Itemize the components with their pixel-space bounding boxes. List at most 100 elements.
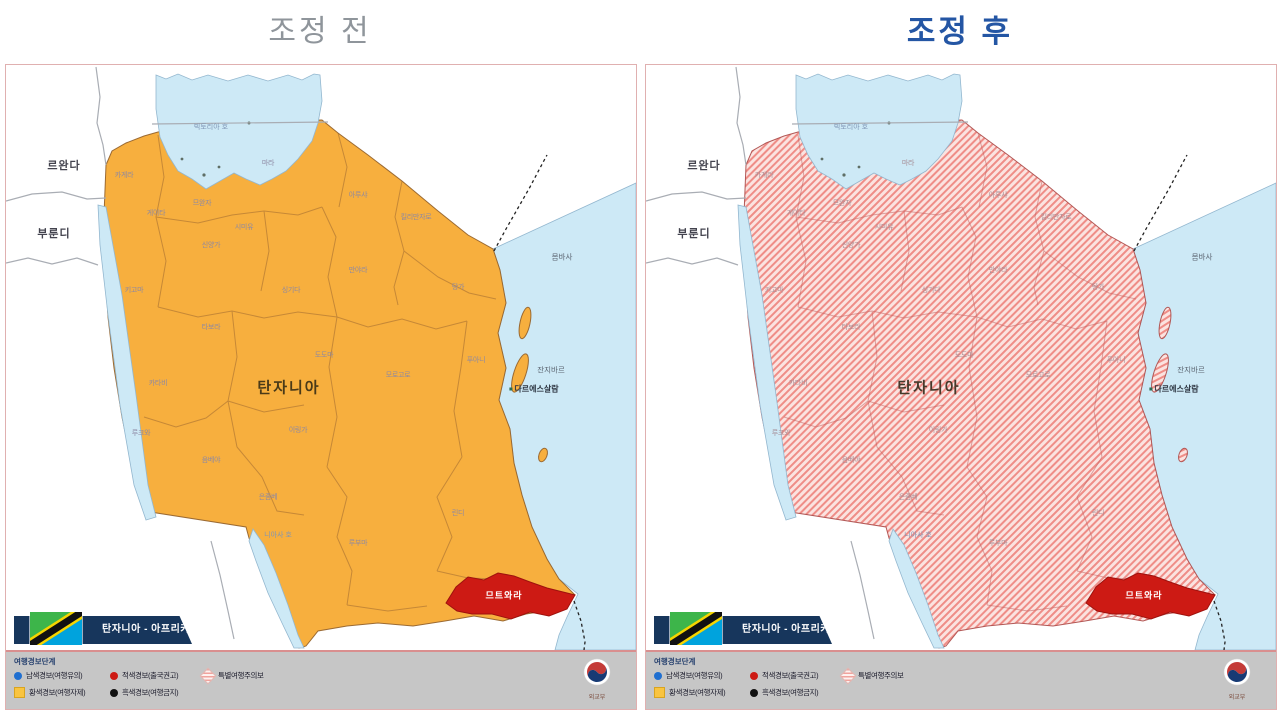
map-label: 은좀베 bbox=[258, 494, 278, 501]
map-label: 아루샤 bbox=[348, 192, 368, 199]
country-label: 탄자니아 bbox=[257, 379, 321, 397]
map-label: 시미유 bbox=[874, 224, 894, 231]
map-label: 몸바사 bbox=[1191, 252, 1213, 262]
map-label: 몸바사 bbox=[551, 252, 573, 262]
legend-item-red: 적색경보(출국권고) bbox=[110, 667, 179, 684]
map-label: 싱기다 bbox=[281, 287, 301, 294]
map-label: 린디 bbox=[1091, 510, 1105, 517]
dashed-border bbox=[1133, 154, 1226, 650]
legend-bar-after: 여행경보단계 남색경보(여행유의) 황색경보(여행자제) 적색경보(출국권고) bbox=[646, 650, 1276, 709]
map-label: 카타비 bbox=[148, 380, 168, 387]
mtwara-alert-region bbox=[1085, 572, 1216, 620]
map-label: 탕가 bbox=[451, 284, 465, 291]
map-label: 싱기다 bbox=[921, 287, 941, 294]
map-label: 마라 bbox=[901, 160, 915, 167]
titles-row: 조정 전 조정 후 bbox=[0, 0, 1280, 64]
map-label: 신양가 bbox=[841, 242, 861, 249]
country-label: 탄자니아 bbox=[897, 379, 961, 397]
map-label: 므완자 bbox=[192, 200, 212, 207]
map-label: 루부마 bbox=[348, 540, 368, 547]
lake-island bbox=[180, 157, 184, 161]
blue-alert-icon bbox=[14, 671, 22, 680]
map-label: 킬리만자로 bbox=[1040, 214, 1072, 221]
map-label: 게이타 bbox=[786, 210, 806, 217]
map-label: 빅토리아 호 bbox=[833, 124, 869, 131]
zanzibar-island bbox=[511, 353, 529, 393]
legend-header: 여행경보단계 bbox=[654, 657, 696, 666]
lake-victoria bbox=[795, 73, 963, 190]
lake-island bbox=[842, 173, 846, 177]
neighbor-borders bbox=[6, 66, 329, 640]
black-alert-icon bbox=[750, 688, 758, 697]
map-label: 다르에스살람 bbox=[509, 384, 559, 395]
title-after: 조정 후 bbox=[906, 14, 1014, 49]
map-label: 게이타 bbox=[146, 210, 166, 217]
city-marker-icon bbox=[1149, 387, 1153, 391]
map-label: 르완다 bbox=[47, 160, 81, 172]
banner-label: 탄자니아 - 아프리카 bbox=[742, 624, 830, 635]
map-label: 루크와 bbox=[771, 430, 791, 437]
agency-label: 외교부 bbox=[1228, 695, 1246, 701]
lake-victoria bbox=[155, 73, 323, 190]
map-label: 르완다 bbox=[687, 160, 721, 172]
map-label: 음베야 bbox=[841, 457, 861, 464]
red-alert-icon bbox=[110, 671, 118, 680]
map-label: 이링가 bbox=[288, 427, 308, 434]
lake-tanganyika bbox=[97, 204, 157, 521]
map-label: 빅토리아 호 bbox=[193, 124, 229, 131]
map-label: 므완자 bbox=[832, 200, 852, 207]
map-label: 타보라 bbox=[201, 324, 221, 331]
map-label: 만야라 bbox=[988, 267, 1008, 274]
mofa-emblem: 외교부 bbox=[1220, 658, 1254, 701]
map-label: 푸아니 bbox=[466, 357, 486, 364]
yellow-alert-icon bbox=[654, 687, 665, 698]
map-label: 부룬디 bbox=[677, 228, 711, 240]
legend-item-special: 특별여행주의보 bbox=[199, 667, 264, 684]
black-alert-icon bbox=[110, 688, 118, 697]
lake-nyasa bbox=[248, 528, 305, 649]
agency-label: 외교부 bbox=[588, 695, 606, 701]
map-label: 푸아니 bbox=[1106, 357, 1126, 364]
map-label: 도도마 bbox=[314, 352, 334, 359]
tanzania-region bbox=[743, 119, 1216, 649]
pemba-island bbox=[1158, 306, 1172, 340]
map-label: 신양가 bbox=[201, 242, 221, 249]
special-advisory-icon bbox=[199, 667, 217, 684]
lake-nyasa bbox=[888, 528, 945, 649]
alert-region-label: 므트와라 bbox=[485, 590, 523, 601]
legend-item-blue: 남색경보(여행유의) bbox=[654, 667, 725, 684]
map-after: 탄자니아 므트와라 탄자니아 - 아프리카 르완다 부룬디 빅토리아 호 니아사 호 몸… bbox=[646, 65, 1276, 650]
map-label: 린디 bbox=[451, 510, 465, 517]
lake-island bbox=[217, 165, 221, 169]
map-label: 시미유 bbox=[234, 224, 254, 231]
map-label: 니아사 호 bbox=[264, 532, 292, 539]
map-before: 탄자니아 므트와라 탄자니아 - 아프리카 르완다 부룬디 빅토리아 호 니아사 호 몸… bbox=[6, 65, 636, 650]
legend-item-yellow: 황색경보(여행자제) bbox=[654, 684, 726, 701]
map-canvas-after bbox=[646, 66, 1276, 650]
legend-header: 여행경보단계 bbox=[14, 657, 56, 666]
legend-item-yellow: 황색경보(여행자제) bbox=[14, 684, 86, 701]
special-advisory-icon bbox=[839, 667, 857, 684]
map-label: 루부마 bbox=[988, 540, 1008, 547]
pemba-island bbox=[518, 306, 532, 340]
map-label: 도도마 bbox=[954, 352, 974, 359]
map-label: 은좀베 bbox=[898, 494, 918, 501]
tanzania-flag-icon bbox=[30, 612, 82, 645]
map-label: 만야라 bbox=[348, 267, 368, 274]
title-before: 조정 전 bbox=[268, 15, 372, 48]
banner-label: 탄자니아 - 아프리카 bbox=[102, 624, 190, 635]
map-label: 모로고로 bbox=[385, 372, 411, 379]
map-label: 다르에스살람 bbox=[1149, 384, 1199, 395]
city-marker-icon bbox=[509, 387, 513, 391]
legend-item-blue: 남색경보(여행유의) bbox=[14, 667, 85, 684]
blue-alert-icon bbox=[654, 671, 662, 680]
alert-region-label: 므트와라 bbox=[1125, 590, 1163, 601]
tanzania-region bbox=[103, 119, 576, 649]
map-label: 아루샤 bbox=[988, 192, 1008, 199]
government-emblem-icon bbox=[1223, 658, 1251, 686]
map-label: 루크와 bbox=[131, 430, 151, 437]
neighbor-borders bbox=[646, 66, 969, 640]
zanzibar-island bbox=[1151, 353, 1169, 393]
legend-item-special: 특별여행주의보 bbox=[839, 667, 904, 684]
